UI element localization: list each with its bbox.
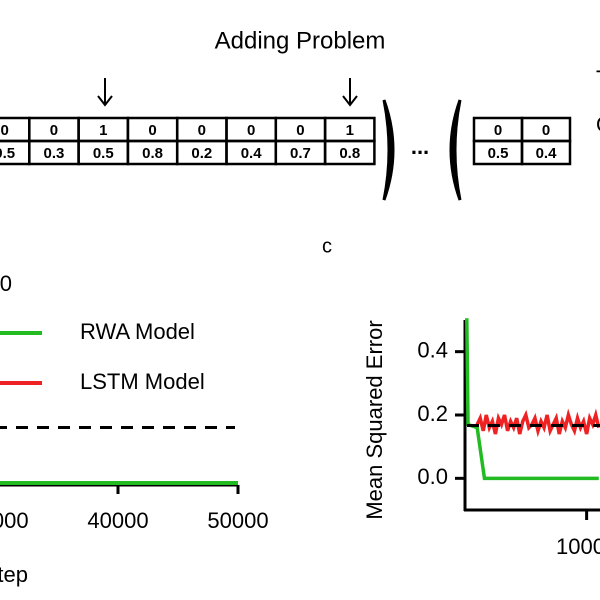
cell-value: 0.2 (191, 145, 212, 162)
cell-value: 0.3 (44, 145, 65, 162)
cell-marker: 0 (0, 122, 8, 139)
legend-label: RWA Model (80, 319, 195, 344)
cell-value: 0.5 (488, 145, 509, 162)
y-tick-label: 0.0 (417, 464, 448, 489)
cell-marker: 0 (148, 122, 156, 139)
cell-marker: 0 (247, 122, 255, 139)
cell-value: 0.8 (142, 145, 163, 162)
arrows (97, 78, 358, 107)
x-tick-label: 10000 (556, 534, 600, 559)
cell-box (520, 139, 572, 166)
cell-marker: 0 (198, 122, 206, 139)
ellipsis: ... (411, 134, 429, 159)
cell-marker: 1 (346, 122, 354, 139)
series-line (465, 318, 599, 481)
x-tick-label: 40000 (87, 508, 148, 533)
y-tick-label: 0.4 (417, 337, 448, 362)
panel-label: c (322, 235, 332, 257)
series-line (475, 408, 600, 438)
cell-box (323, 139, 376, 166)
braces (382, 99, 462, 201)
diagram-title: Adding Problem (215, 27, 386, 54)
y-tick-label: 1.0 (0, 271, 12, 296)
legend-label: LSTM Model (80, 369, 205, 394)
cell-value: 0.7 (290, 145, 311, 162)
cell-marker: 0 (296, 122, 304, 139)
cell-marker: 0 (50, 122, 58, 139)
y-tick-label: 0.2 (417, 401, 448, 426)
cell-marker: 0 (542, 122, 550, 139)
x-tick-label: 30000 (0, 508, 29, 533)
side-label: O (596, 112, 600, 137)
cell-value: 0.5 (93, 145, 114, 162)
cell-value: 0.4 (536, 145, 558, 162)
x-axis-label: Training Step (0, 562, 28, 587)
cell-marker: 0 (494, 122, 502, 139)
cell-value: 0.8 (339, 145, 360, 162)
y-axis-label: Mean Squared Error (362, 320, 387, 519)
cell-value: 0.5 (0, 145, 15, 162)
cell-value: 0.4 (241, 145, 263, 162)
cell-marker: 1 (99, 122, 107, 139)
side-label: T (596, 66, 600, 91)
x-tick-label: 50000 (207, 508, 268, 533)
